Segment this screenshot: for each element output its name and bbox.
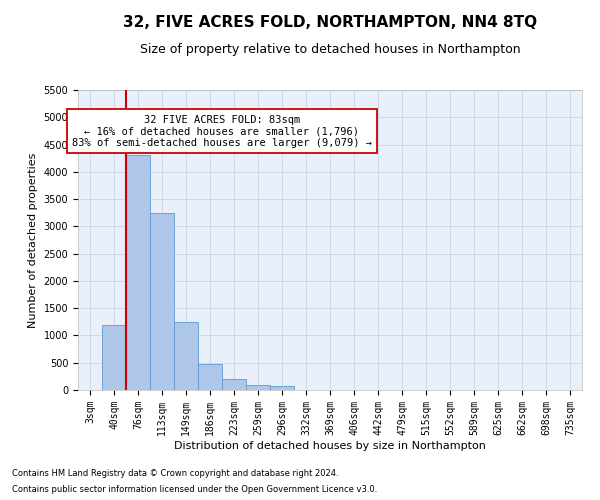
Text: Contains HM Land Registry data © Crown copyright and database right 2024.: Contains HM Land Registry data © Crown c… [12, 468, 338, 477]
Text: 32 FIVE ACRES FOLD: 83sqm
← 16% of detached houses are smaller (1,796)
83% of se: 32 FIVE ACRES FOLD: 83sqm ← 16% of detac… [72, 114, 372, 148]
Text: 32, FIVE ACRES FOLD, NORTHAMPTON, NN4 8TQ: 32, FIVE ACRES FOLD, NORTHAMPTON, NN4 8T… [123, 15, 537, 30]
Bar [174, 322, 198, 390]
Bar [102, 324, 126, 390]
Bar [246, 384, 270, 390]
Bar [150, 212, 174, 390]
Text: Size of property relative to detached houses in Northampton: Size of property relative to detached ho… [140, 42, 520, 56]
Bar [198, 364, 222, 390]
X-axis label: Distribution of detached houses by size in Northampton: Distribution of detached houses by size … [174, 440, 486, 450]
Bar [270, 386, 294, 390]
Bar [126, 156, 150, 390]
Bar [222, 379, 246, 390]
Y-axis label: Number of detached properties: Number of detached properties [28, 152, 38, 328]
Text: Contains public sector information licensed under the Open Government Licence v3: Contains public sector information licen… [12, 485, 377, 494]
